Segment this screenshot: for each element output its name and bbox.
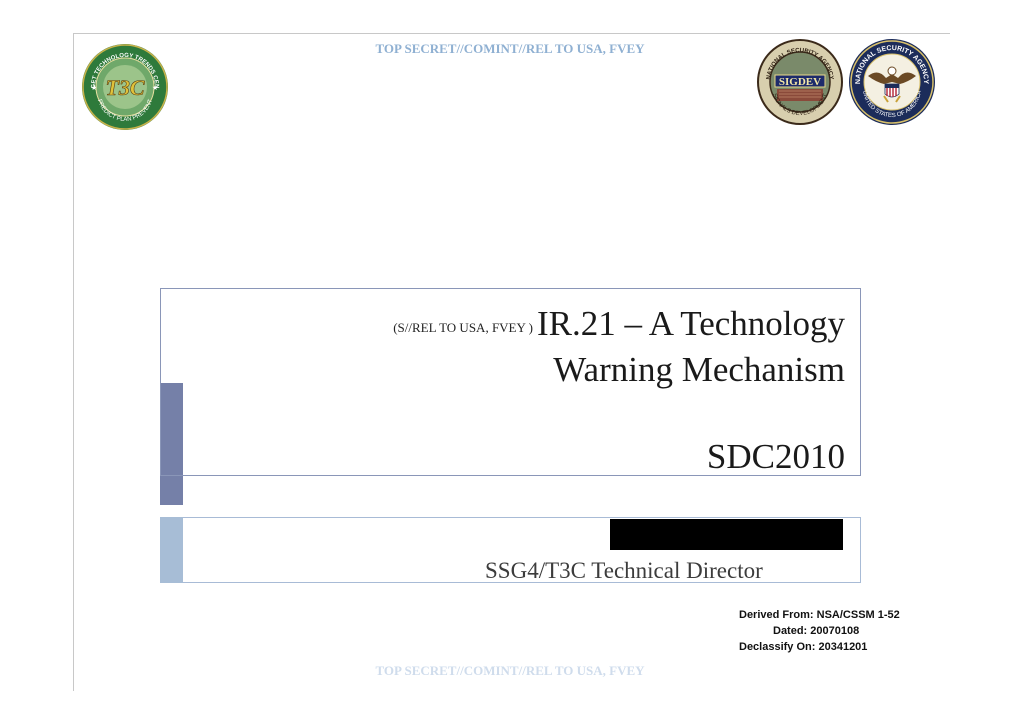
frame-top-line <box>73 33 950 34</box>
title-accent-bar <box>160 383 183 505</box>
svg-text:★: ★ <box>152 84 158 92</box>
title-line-1: (S//REL TO USA, FVEY ) IR.21 – A Technolo… <box>393 303 845 349</box>
author-role: SSG4/T3C Technical Director <box>485 558 763 583</box>
title-subtitle: SDC2010 <box>706 437 845 476</box>
svg-text:SIGDEV: SIGDEV <box>779 76 821 88</box>
nsa-eagle-seal-icon: NATIONAL SECURITY AGENCY UNITED STATES O… <box>848 38 936 126</box>
redaction-bar <box>610 519 843 550</box>
title-classification-prefix: (S//REL TO USA, FVEY ) <box>393 320 533 335</box>
classification-banner-top: TOP SECRET//COMINT//REL TO USA, FVEY <box>375 41 645 56</box>
svg-text:T3C: T3C <box>105 75 144 100</box>
derivation-block: Derived From: NSA/CSSM 1-52 Dated: 20070… <box>739 607 900 655</box>
svg-text:★: ★ <box>91 84 97 92</box>
title-text-block: (S//REL TO USA, FVEY ) IR.21 – A Technolo… <box>393 303 845 478</box>
derived-from: Derived From: NSA/CSSM 1-52 <box>739 609 900 621</box>
title-line-2: Warning Mechanism <box>553 350 845 389</box>
derived-dated: Dated: 20070108 <box>773 625 860 637</box>
author-accent-bar <box>160 517 183 583</box>
classification-banner-bottom: TOP SECRET//COMINT//REL TO USA, FVEY <box>375 663 645 678</box>
t3c-seal-icon: TARGET TECHNOLOGY TRENDS CENTER PREDICT … <box>81 43 169 131</box>
sigdev-seal-icon: NATIONAL SECURITY AGENCY SIGNALS DEVELOP… <box>757 39 843 125</box>
declassify-on: Declassify On: 20341201 <box>739 641 868 653</box>
title-line-1-text: IR.21 – A Technology <box>536 304 845 343</box>
title-box: (S//REL TO USA, FVEY ) IR.21 – A Technolo… <box>160 288 861 476</box>
frame-left-line <box>73 33 74 691</box>
